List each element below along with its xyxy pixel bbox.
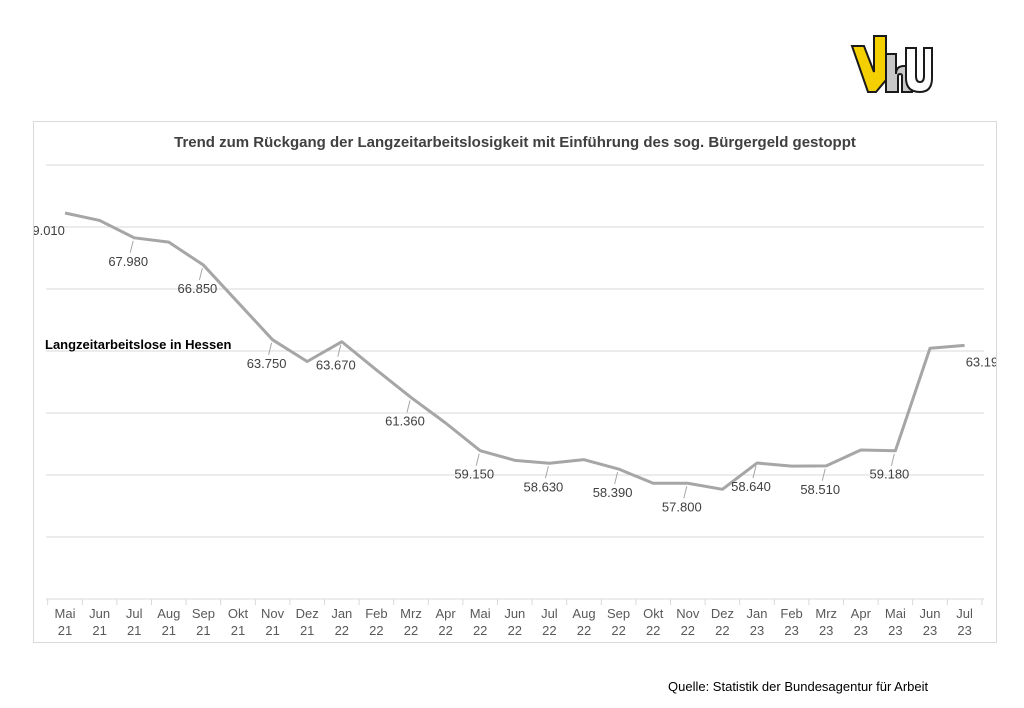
x-tick-label-year: 22 [577,623,591,638]
x-tick-label-year: 22 [369,623,383,638]
data-label: 67.980 [108,254,148,269]
data-label: 66.850 [178,281,218,296]
x-tick-label-month: Sep [607,606,630,621]
data-label-leader [198,267,203,281]
grid-lines [46,164,984,600]
x-tick-label-year: 23 [854,623,868,638]
x-tick-label-month: Aug [572,606,595,621]
data-label-leader [890,453,895,466]
x-tick-label-month: Sep [192,606,215,621]
x-tick-label-year: 21 [92,623,106,638]
source-note: Quelle: Statistik der Bundesagentur für … [668,679,929,694]
x-tick-label-month: Feb [365,606,387,621]
x-tick-label-month: Mai [885,606,906,621]
data-label-leader [475,453,480,466]
x-tick-label-month: Mrz [815,606,837,621]
series-line-group [64,211,965,491]
x-tick-label-year: 21 [127,623,141,638]
x-tick-label-month: Aug [157,606,180,621]
data-label-leader [337,344,342,357]
x-tick-label-year: 23 [923,623,937,638]
x-tick-label-month: Mai [470,606,491,621]
data-label: 59.150 [454,467,494,482]
data-label: 63.670 [316,358,356,373]
data-label: 63.750 [247,356,287,371]
data-labels: 69.010 67.980 66.850 63.750 63.670 61.360 59.1… [25,223,1005,514]
logo-u-shape [905,47,933,94]
x-tick-label-year: 21 [265,623,279,638]
data-label-leader [752,465,757,479]
x-tick-label-month: Mrz [400,606,422,621]
x-tick-label-year: 22 [404,623,418,638]
x-tick-label-month: Jul [126,606,143,621]
data-label-leader [821,468,826,482]
x-tick-label-year: 23 [819,623,833,638]
x-tick-label-year: 22 [681,623,695,638]
x-tick-label-month: Dez [296,606,319,621]
data-label-leader [268,342,273,355]
x-tick-label-month: Jul [956,606,973,621]
x-tick-label-year: 21 [300,623,314,638]
x-tick-label-year: 22 [715,623,729,638]
data-label-leader [683,486,688,499]
data-label-leader [406,400,411,413]
data-label: 57.800 [662,499,702,514]
data-label: 58.390 [593,485,633,500]
series-label: Langzeitarbeitslose in Hessen [45,337,231,352]
chart-title: Trend zum Rückgang der Langzeitarbeitslo… [174,134,856,151]
data-label-leader [544,466,549,479]
x-tick-label-year: 23 [888,623,902,638]
x-tick-label-month: Apr [851,606,872,621]
x-tick-label-month: Jan [331,606,352,621]
series-line [64,211,965,491]
data-label: 63.190 [966,354,996,369]
x-tick-label-month: Feb [780,606,802,621]
data-label: 58.640 [731,479,771,494]
x-tick-label-year: 21 [196,623,210,638]
line-chart: Trend zum Rückgang der Langzeitarbeitslo… [25,134,1005,638]
x-tick-label-year: 22 [646,623,660,638]
data-label-leader [614,471,619,485]
x-tick-label-year: 22 [611,623,625,638]
logo-v-shape [850,35,887,93]
vhu-logo-graphic [850,35,933,94]
x-tick-label-month: Jun [504,606,525,621]
data-label: 59.180 [870,467,910,482]
x-tick-label-month: Jul [541,606,558,621]
x-tick-label-month: Nov [676,606,700,621]
data-label-leader [129,240,134,253]
x-tick-label-year: 21 [58,623,72,638]
x-tick-label-month: Dez [711,606,734,621]
x-tick-label-year: 22 [508,623,522,638]
x-tick-label-month: Jun [89,606,110,621]
chart-frame: Trend zum Rückgang der Langzeitarbeitslo… [25,121,1005,643]
data-label: 58.630 [524,479,564,494]
data-label: 61.360 [385,413,425,428]
vhu-logo [850,34,934,94]
x-tick-label-month: Mai [55,606,76,621]
x-tick-label-month: Okt [228,606,249,621]
data-label: 58.510 [800,482,840,497]
x-tick-label-year: 22 [473,623,487,638]
x-tick-label-year: 22 [335,623,349,638]
x-tick-label-year: 23 [784,623,798,638]
x-tick-label-year: 22 [542,623,556,638]
data-label: 69.010 [34,223,65,238]
x-tick-label-year: 22 [438,623,452,638]
x-tick-label-year: 23 [957,623,971,638]
x-tick-label-month: Jan [747,606,768,621]
x-tick-label-month: Jun [920,606,941,621]
x-tick-label-year: 21 [231,623,245,638]
x-tick-label-year: 23 [750,623,764,638]
x-tick-label-month: Apr [435,606,456,621]
x-axis: Mai 21 Jun 21 Jul 21 Aug 21 Sep 21 Okt 21 Nov 21 Dez 21… [47,599,983,638]
x-tick-label-month: Okt [643,606,664,621]
x-tick-label-month: Nov [261,606,285,621]
x-tick-label-year: 21 [162,623,176,638]
